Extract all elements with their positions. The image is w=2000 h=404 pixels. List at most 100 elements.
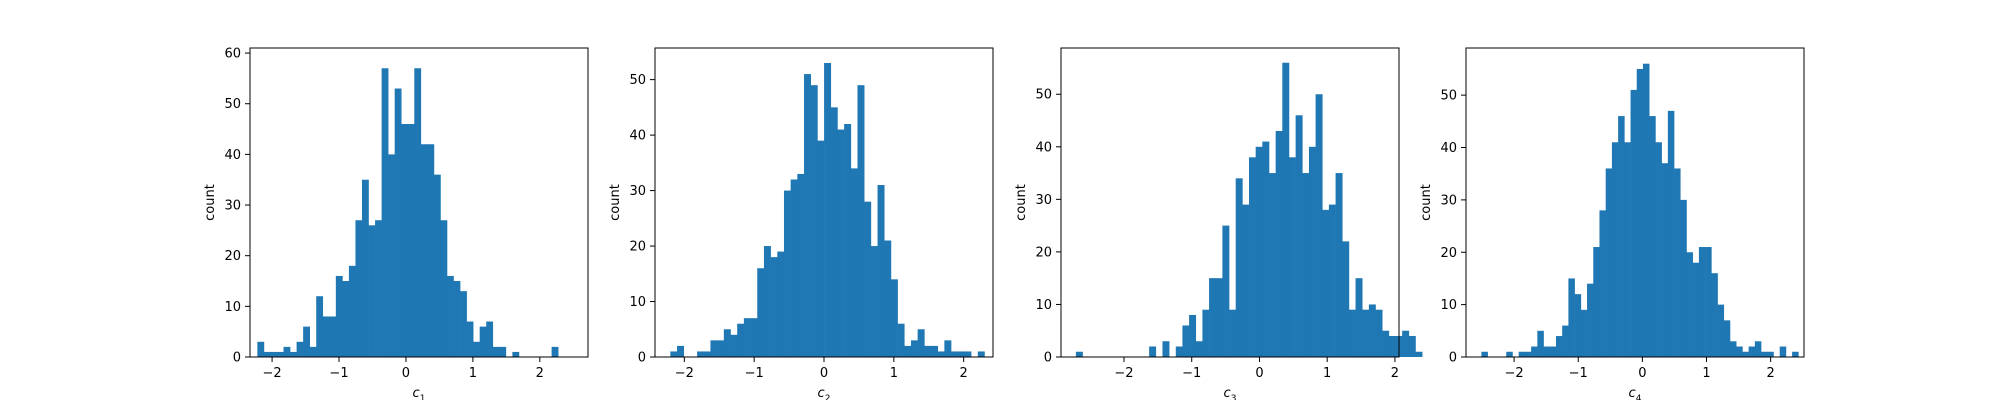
bar xyxy=(1717,304,1725,357)
bar xyxy=(1189,314,1197,357)
axes-frame xyxy=(1465,47,1805,358)
bar xyxy=(1295,115,1303,358)
x-tick-label: −1 xyxy=(1182,366,1201,381)
y-axis-label: count xyxy=(1419,184,1434,221)
bar xyxy=(964,351,972,357)
y-tick-label: 0 xyxy=(1449,351,1457,366)
bar xyxy=(270,351,278,357)
bar xyxy=(1362,309,1370,357)
y-tick-label: 20 xyxy=(224,249,241,264)
bar xyxy=(723,329,731,357)
bar xyxy=(1182,325,1190,357)
bar xyxy=(730,334,738,357)
bar xyxy=(864,201,872,357)
bar xyxy=(1075,351,1083,357)
x-axis-label-base: c xyxy=(818,386,825,400)
x-tick-label: 2 xyxy=(536,366,544,381)
bar xyxy=(1792,351,1799,357)
bar xyxy=(1729,341,1737,357)
y-tick-label: 60 xyxy=(224,47,241,62)
bar xyxy=(316,296,324,357)
bar xyxy=(1667,110,1675,357)
bar xyxy=(1568,278,1575,357)
y-tick-label: 30 xyxy=(629,184,646,199)
bar xyxy=(407,123,415,357)
bar xyxy=(837,129,845,357)
bar xyxy=(1249,157,1256,357)
bar xyxy=(1269,173,1276,357)
bar xyxy=(1593,247,1600,357)
bar xyxy=(877,185,885,357)
bar xyxy=(1531,346,1538,357)
bar xyxy=(1705,247,1712,357)
bar xyxy=(1408,335,1416,357)
bar xyxy=(309,346,317,357)
bar xyxy=(551,346,559,357)
bar xyxy=(447,275,454,357)
x-axis-label-subscript: 2 xyxy=(825,394,831,400)
bar xyxy=(677,345,685,357)
bar xyxy=(420,144,428,357)
bar xyxy=(1229,309,1236,357)
x-axis-label-base: c xyxy=(1629,386,1636,400)
y-tick-label: 20 xyxy=(1440,246,1457,261)
bar xyxy=(381,68,389,357)
bar xyxy=(348,265,356,357)
bar xyxy=(1767,351,1774,357)
x-tick-label: 2 xyxy=(960,366,968,381)
bar xyxy=(1355,278,1363,357)
bar xyxy=(1162,341,1170,357)
bar xyxy=(1202,309,1210,357)
x-axis-label-subscript: 4 xyxy=(1636,394,1642,400)
x-tick-label: −2 xyxy=(263,366,282,381)
bar xyxy=(460,291,467,357)
y-tick-label: 10 xyxy=(1440,298,1457,313)
y-tick-label: 30 xyxy=(1440,193,1457,208)
bar xyxy=(1574,294,1582,357)
bar xyxy=(777,251,785,357)
y-tick-label: 0 xyxy=(638,351,646,366)
bar xyxy=(1642,63,1650,358)
bar xyxy=(375,220,382,357)
bar xyxy=(1698,247,1706,357)
bar xyxy=(401,123,409,357)
y-axis-label: count xyxy=(203,184,218,221)
bar xyxy=(1599,210,1606,357)
x-axis-label-base: c xyxy=(1224,386,1231,400)
bar xyxy=(1209,278,1217,357)
bar xyxy=(824,62,832,357)
bar xyxy=(1506,351,1513,357)
bar xyxy=(783,190,791,357)
x-tick-label: 0 xyxy=(1255,366,1263,381)
x-tick-label: 1 xyxy=(1323,366,1331,381)
bar xyxy=(1402,330,1410,357)
bar xyxy=(951,351,959,357)
bar xyxy=(1674,168,1681,357)
bar xyxy=(1388,335,1396,357)
bar xyxy=(479,326,487,357)
bar xyxy=(844,124,852,357)
bar xyxy=(257,341,265,357)
x-tick-label: 1 xyxy=(1702,366,1710,381)
y-tick-label: 40 xyxy=(1440,141,1457,156)
bar xyxy=(750,318,758,357)
bar xyxy=(937,351,945,357)
bar xyxy=(743,318,751,357)
bar xyxy=(1149,346,1157,357)
y-tick-label: 0 xyxy=(233,351,241,366)
x-tick-label: 1 xyxy=(469,366,477,381)
bar xyxy=(394,88,402,358)
bar xyxy=(466,321,474,357)
bar xyxy=(355,220,363,357)
bar xyxy=(1328,204,1336,357)
bar xyxy=(1195,341,1203,357)
bar xyxy=(1761,351,1768,357)
bar xyxy=(1680,199,1687,357)
bar xyxy=(492,346,500,357)
bar xyxy=(1242,204,1250,357)
bar xyxy=(1524,351,1532,357)
bar xyxy=(757,268,765,357)
